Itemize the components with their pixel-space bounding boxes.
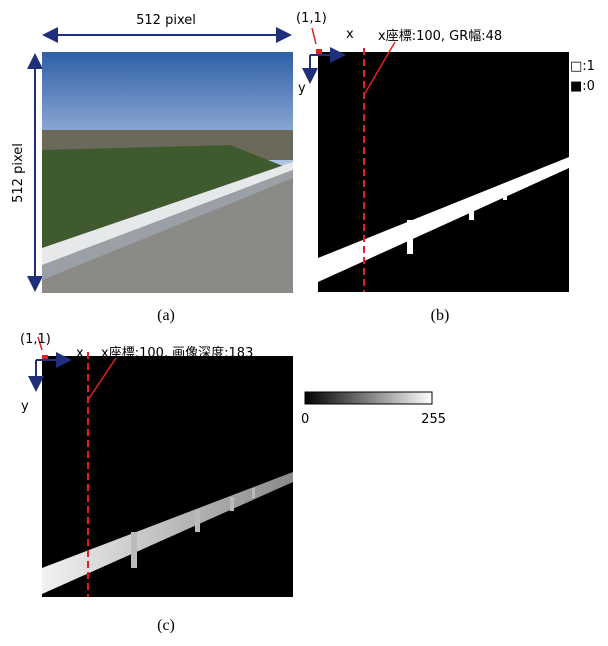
- annotation: x座標:100, GR幅:48: [378, 29, 502, 44]
- caption: (a): [157, 307, 175, 324]
- height-label: 512 pixel: [11, 143, 26, 203]
- origin-label: (1,1): [296, 11, 327, 26]
- colorbar-min: 0: [301, 412, 309, 427]
- caption: (b): [431, 307, 450, 324]
- legend-white: □:1: [570, 59, 595, 74]
- x-axis-label: x: [76, 346, 84, 361]
- panel-a: 512 pixel 512 pixel (a): [11, 13, 293, 324]
- caption: (c): [157, 617, 175, 634]
- y-axis-label: y: [298, 81, 306, 96]
- photo: [42, 52, 293, 293]
- panel-c: x座標:100, 画像深度:183 (1,1) x y 0 255 (c): [20, 332, 446, 634]
- figure: 512 pixel 512 pixel (a) x座標:100, GR幅:48 …: [0, 0, 608, 646]
- panel-b: x座標:100, GR幅:48 (1,1) x y □:1 ■:0 (b): [296, 11, 595, 324]
- colorbar: [305, 392, 432, 404]
- legend-black: ■:0: [570, 79, 595, 94]
- x-axis-label: x: [346, 27, 354, 42]
- width-label: 512 pixel: [136, 13, 196, 28]
- origin-label: (1,1): [20, 332, 51, 347]
- y-axis-label: y: [21, 399, 29, 414]
- colorbar-max: 255: [421, 412, 446, 427]
- annotation: x座標:100, 画像深度:183: [101, 345, 253, 361]
